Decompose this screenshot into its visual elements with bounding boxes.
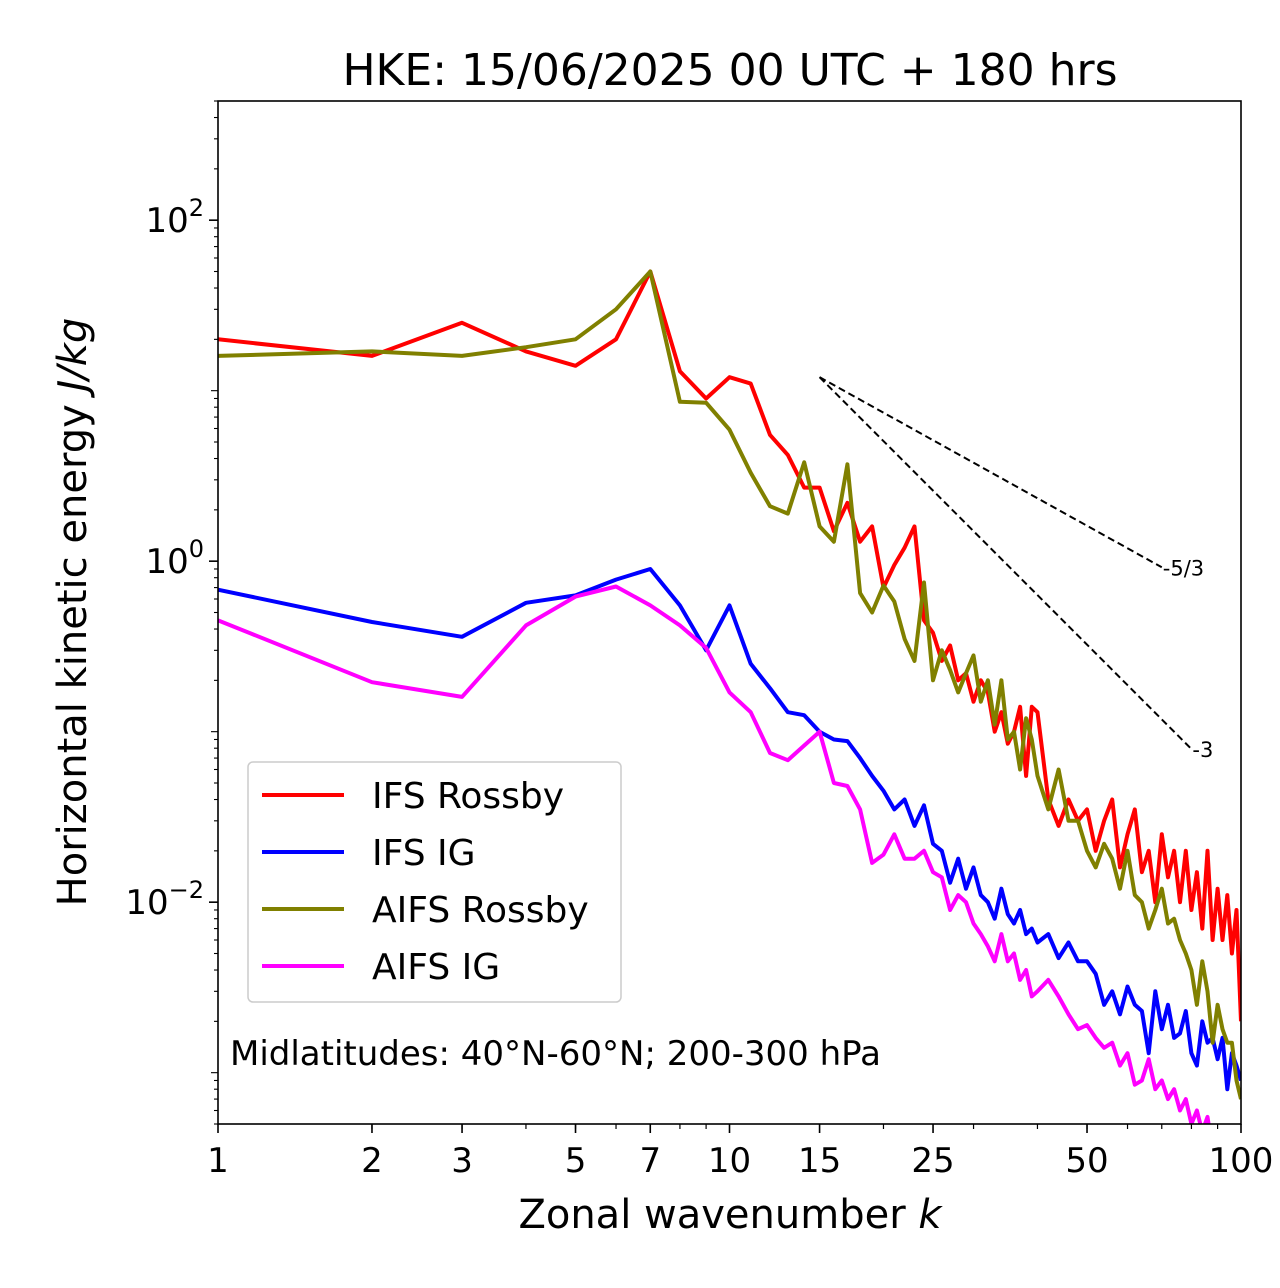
series-line-2 [218,269,1241,1100]
region-annotation: Midlatitudes: 40°N-60°N; 200-300 hPa [230,1034,881,1074]
x-tick-label: 2 [361,1141,383,1181]
legend-label-2: AIFS Rossby [372,890,589,931]
legend-label-3: AIFS IG [372,947,500,988]
series-line-3 [218,584,1211,1124]
x-tick-label: 7 [639,1141,661,1181]
axis-ticks: 1 2 3 5 7 10 15 25 50 100 10−2 100 102 [125,100,1274,1181]
slope-label-1: -3 [1192,738,1213,762]
series-line-1 [218,567,1241,1092]
legend-box [247,761,622,1003]
x-tick-label: 1 [207,1141,229,1181]
reference-slopes: -5/3 -3 [818,376,1213,762]
y-axis-label: Horizontal kinetic energy J/kg [50,318,96,907]
x-tick-label: 10 [708,1141,751,1181]
y-tick-label: 102 [145,194,204,241]
slope-line-0 [819,376,1163,569]
legend-label-0: IFS Rossby [372,776,564,817]
x-tick-label: 25 [911,1141,954,1181]
slope-line-1 [818,376,1193,750]
series-layer [218,269,1241,1124]
legend-label-1: IFS IG [372,833,476,874]
slope-label-0: -5/3 [1163,556,1204,580]
x-tick-label: 3 [451,1141,473,1181]
y-tick-label: 100 [145,535,204,582]
x-tick-label: 100 [1209,1141,1274,1181]
x-tick-label: 15 [798,1141,841,1181]
y-tick-label: 10−2 [125,876,204,923]
x-tick-label: 50 [1065,1141,1108,1181]
chart-title: HKE: 15/06/2025 00 UTC + 180 hrs [342,45,1117,96]
x-tick-label: 5 [565,1141,587,1181]
legend: IFS Rossby IFS IG AIFS Rossby AIFS IG [247,761,622,1003]
x-axis-label: Zonal wavenumber k [518,1192,943,1238]
